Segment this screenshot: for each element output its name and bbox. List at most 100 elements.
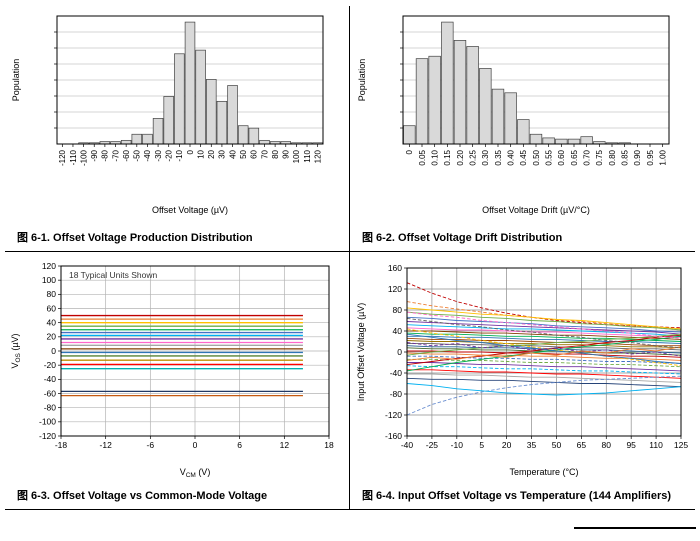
svg-text:-40: -40 [44, 374, 57, 384]
svg-text:0.90: 0.90 [633, 149, 642, 165]
figure-glyph: 图 [17, 232, 28, 244]
svg-text:0: 0 [51, 346, 56, 356]
svg-text:Offset Voltage (µV): Offset Voltage (µV) [152, 205, 228, 215]
svg-text:110: 110 [649, 440, 663, 450]
figure-6-1-panel: -120 -110 -100 -90 -80 -70 -60 -50 -40 -30 -20 -10 0… [5, 6, 350, 252]
svg-text:-80: -80 [44, 402, 57, 412]
figure-6-2-panel: 0 0.05 0.10 0.15 0.20 0.25 0.30 0.35 0.40 0.45 0.5… [350, 6, 695, 252]
svg-text:0.60: 0.60 [557, 149, 566, 165]
svg-text:0.35: 0.35 [493, 149, 502, 165]
svg-text:-70: -70 [111, 149, 120, 161]
svg-text:-60: -60 [122, 149, 131, 161]
figure-6-3-caption: 图 6-3. Offset Voltage vs Common-Mode Volt… [5, 488, 349, 509]
footer-rule [574, 527, 696, 529]
svg-text:0.05: 0.05 [417, 149, 426, 165]
svg-text:VOS (µV): VOS (µV) [10, 333, 22, 368]
offset-voltage-histogram-chart: -120 -110 -100 -90 -80 -70 -60 -50 -40 -30 -20 -10 0… [11, 15, 324, 215]
svg-text:80: 80 [601, 440, 611, 450]
svg-text:-40: -40 [143, 149, 152, 161]
svg-text:VCM (V): VCM (V) [180, 467, 211, 479]
svg-text:6: 6 [237, 440, 242, 450]
svg-text:80: 80 [47, 289, 57, 299]
svg-text:-40: -40 [389, 368, 402, 378]
svg-text:5: 5 [479, 440, 484, 450]
offset-voltage-vs-common-mode-chart: -18 -12 -6 0 6 12 18-120-100-80-60-40-20020406… [10, 261, 334, 479]
svg-text:-120: -120 [39, 431, 56, 441]
figure-caption-text: 6-3. Offset Voltage vs Common-Mode Volta… [31, 490, 268, 502]
svg-text:0.10: 0.10 [430, 149, 439, 165]
svg-text:1.00: 1.00 [658, 149, 667, 165]
svg-text:20: 20 [47, 332, 57, 342]
svg-text:50: 50 [239, 149, 248, 158]
svg-text:0: 0 [193, 440, 198, 450]
svg-text:0: 0 [397, 347, 402, 357]
svg-text:95: 95 [626, 440, 636, 450]
svg-text:-160: -160 [384, 431, 401, 441]
figure-6-2-caption: 图 6-2. Offset Voltage Drift Distribution [350, 230, 695, 251]
figure-caption-text: 6-2. Offset Voltage Drift Distribution [376, 232, 563, 244]
svg-text:Population: Population [357, 59, 367, 102]
svg-text:70: 70 [260, 149, 269, 158]
svg-text:0.40: 0.40 [506, 149, 515, 165]
svg-text:35: 35 [526, 440, 536, 450]
svg-text:50: 50 [551, 440, 561, 450]
svg-text:0.75: 0.75 [595, 149, 604, 165]
svg-text:-100: -100 [79, 149, 88, 166]
svg-text:-20: -20 [165, 149, 174, 161]
svg-text:-30: -30 [154, 149, 163, 161]
svg-text:120: 120 [313, 149, 322, 163]
svg-text:65: 65 [576, 440, 586, 450]
svg-text:0: 0 [405, 149, 414, 154]
svg-text:0.20: 0.20 [455, 149, 464, 165]
svg-text:-10: -10 [175, 149, 184, 161]
figure-6-1-caption: 图 6-1. Offset Voltage Production Distribu… [5, 230, 349, 251]
figure-6-3-panel: -18 -12 -6 0 6 12 18 -120 -100 -80 -60 -40 -20 0 20 40 6… [5, 252, 350, 510]
figure-grid: -120 -110 -100 -90 -80 -70 -60 -50 -40 -30 -20 -10 0… [5, 6, 695, 510]
figure-caption-text: 6-1. Offset Voltage Production Distribut… [31, 232, 253, 244]
svg-text:40: 40 [47, 317, 57, 327]
svg-text:40: 40 [392, 326, 402, 336]
svg-text:0.25: 0.25 [468, 149, 477, 165]
svg-text:80: 80 [271, 149, 280, 158]
svg-text:-18: -18 [55, 440, 68, 450]
svg-text:-110: -110 [69, 149, 78, 165]
svg-text:0.55: 0.55 [544, 149, 553, 165]
svg-text:-120: -120 [384, 410, 401, 420]
figure-glyph: 图 [17, 490, 28, 502]
svg-text:Population: Population [11, 59, 21, 102]
svg-text:160: 160 [387, 263, 401, 273]
svg-text:0.70: 0.70 [582, 149, 591, 165]
svg-text:-10: -10 [450, 440, 463, 450]
svg-text:-120: -120 [58, 149, 67, 166]
svg-text:-80: -80 [101, 149, 110, 161]
svg-text:60: 60 [47, 303, 57, 313]
svg-text:-60: -60 [44, 388, 57, 398]
offset-voltage-vs-temperature-chart: -40 -25 -10 5 20 35 50 65 80 95 110 125 -160 -120 -80 -… [356, 263, 688, 477]
svg-text:120: 120 [42, 261, 56, 271]
svg-text:-80: -80 [389, 389, 402, 399]
svg-text:100: 100 [42, 275, 56, 285]
svg-text:100: 100 [292, 149, 301, 163]
figure-glyph: 图 [362, 490, 373, 502]
offset-voltage-drift-histogram-chart: 0 0.05 0.10 0.15 0.20 0.25 0.30 0.35 0.40 0.45 0.5… [357, 15, 669, 215]
svg-text:0.15: 0.15 [443, 149, 452, 165]
svg-text:80: 80 [392, 305, 402, 315]
svg-text:-6: -6 [147, 440, 155, 450]
svg-text:0.50: 0.50 [531, 149, 540, 165]
svg-text:Offset Voltage Drift (µV/°C): Offset Voltage Drift (µV/°C) [482, 205, 590, 215]
svg-text:20: 20 [501, 440, 511, 450]
svg-text:125: 125 [673, 440, 687, 450]
svg-text:60: 60 [250, 149, 259, 158]
svg-text:-100: -100 [39, 417, 56, 427]
svg-text:18 Typical Units Shown: 18 Typical Units Shown [69, 270, 157, 280]
svg-text:-50: -50 [133, 149, 142, 161]
figure-6-4-panel: -40 -25 -10 5 20 35 50 65 80 95 110 125 -160 -120 -80 -… [350, 252, 695, 510]
svg-text:-12: -12 [100, 440, 113, 450]
svg-text:90: 90 [282, 149, 291, 158]
svg-text:0: 0 [186, 149, 195, 154]
svg-text:0.65: 0.65 [569, 149, 578, 165]
svg-text:Temperature (°C): Temperature (°C) [509, 467, 578, 477]
svg-text:-90: -90 [90, 149, 99, 161]
svg-text:Input Offset Voltage (µV): Input Offset Voltage (µV) [356, 303, 366, 402]
svg-text:110: 110 [303, 149, 312, 162]
